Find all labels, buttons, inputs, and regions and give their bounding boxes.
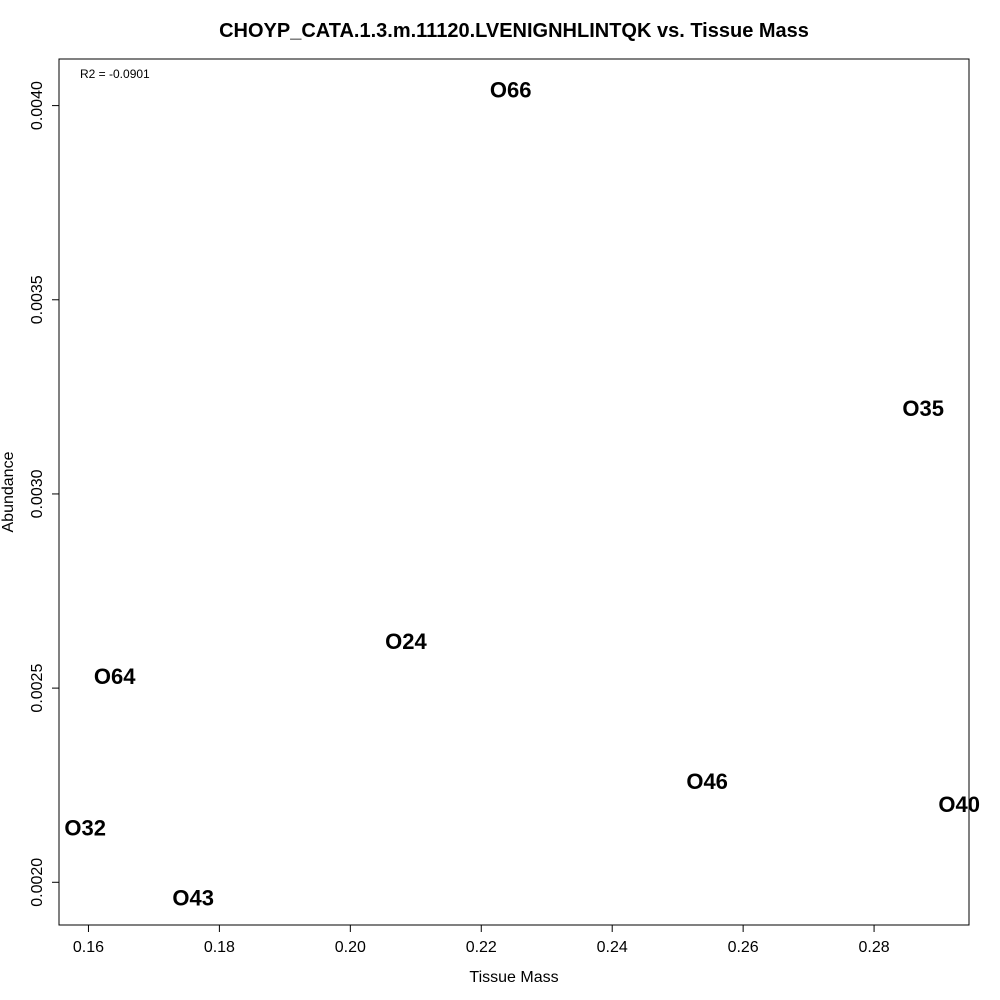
x-tick-label: 0.22 — [466, 939, 497, 956]
data-point-label: O66 — [490, 78, 532, 103]
x-axis-label: Tissue Mass — [469, 969, 558, 986]
plot-area-frame — [58, 58, 970, 926]
x-tick-label: 0.26 — [728, 939, 759, 956]
y-axis: 0.0020 0.0025 0.0030 0.0035 0.0040 — [29, 81, 60, 907]
r2-annotation: R2 = -0.0901 — [80, 67, 150, 81]
data-point-label: O35 — [902, 396, 944, 421]
x-tick-label: 0.18 — [204, 939, 235, 956]
y-tick-label: 0.0025 — [29, 664, 46, 713]
data-point-label: O32 — [64, 815, 106, 840]
x-tick-label: 0.24 — [597, 939, 628, 956]
x-tick-label: 0.16 — [73, 939, 104, 956]
y-tick-label: 0.0020 — [29, 858, 46, 907]
data-point-label: O40 — [938, 792, 980, 817]
data-point-label: O24 — [385, 629, 427, 654]
y-tick-label: 0.0035 — [29, 275, 46, 324]
data-point-label: O43 — [172, 885, 214, 910]
x-tick-label: 0.28 — [859, 939, 890, 956]
data-points: O66 O35 O24 O64 O46 O40 O32 O43 — [64, 78, 980, 911]
y-tick-label: 0.0030 — [29, 469, 46, 518]
chart-title: CHOYP_CATA.1.3.m.11120.LVENIGNHLINTQK vs… — [219, 20, 809, 42]
x-tick-label: 0.20 — [335, 939, 366, 956]
data-point-label: O46 — [686, 769, 728, 794]
x-axis: 0.16 0.18 0.20 0.22 0.24 0.26 0.28 — [73, 924, 890, 956]
y-tick-label: 0.0040 — [29, 81, 46, 130]
data-point-label: O64 — [94, 664, 136, 689]
y-axis-label: Abundance — [0, 451, 17, 532]
